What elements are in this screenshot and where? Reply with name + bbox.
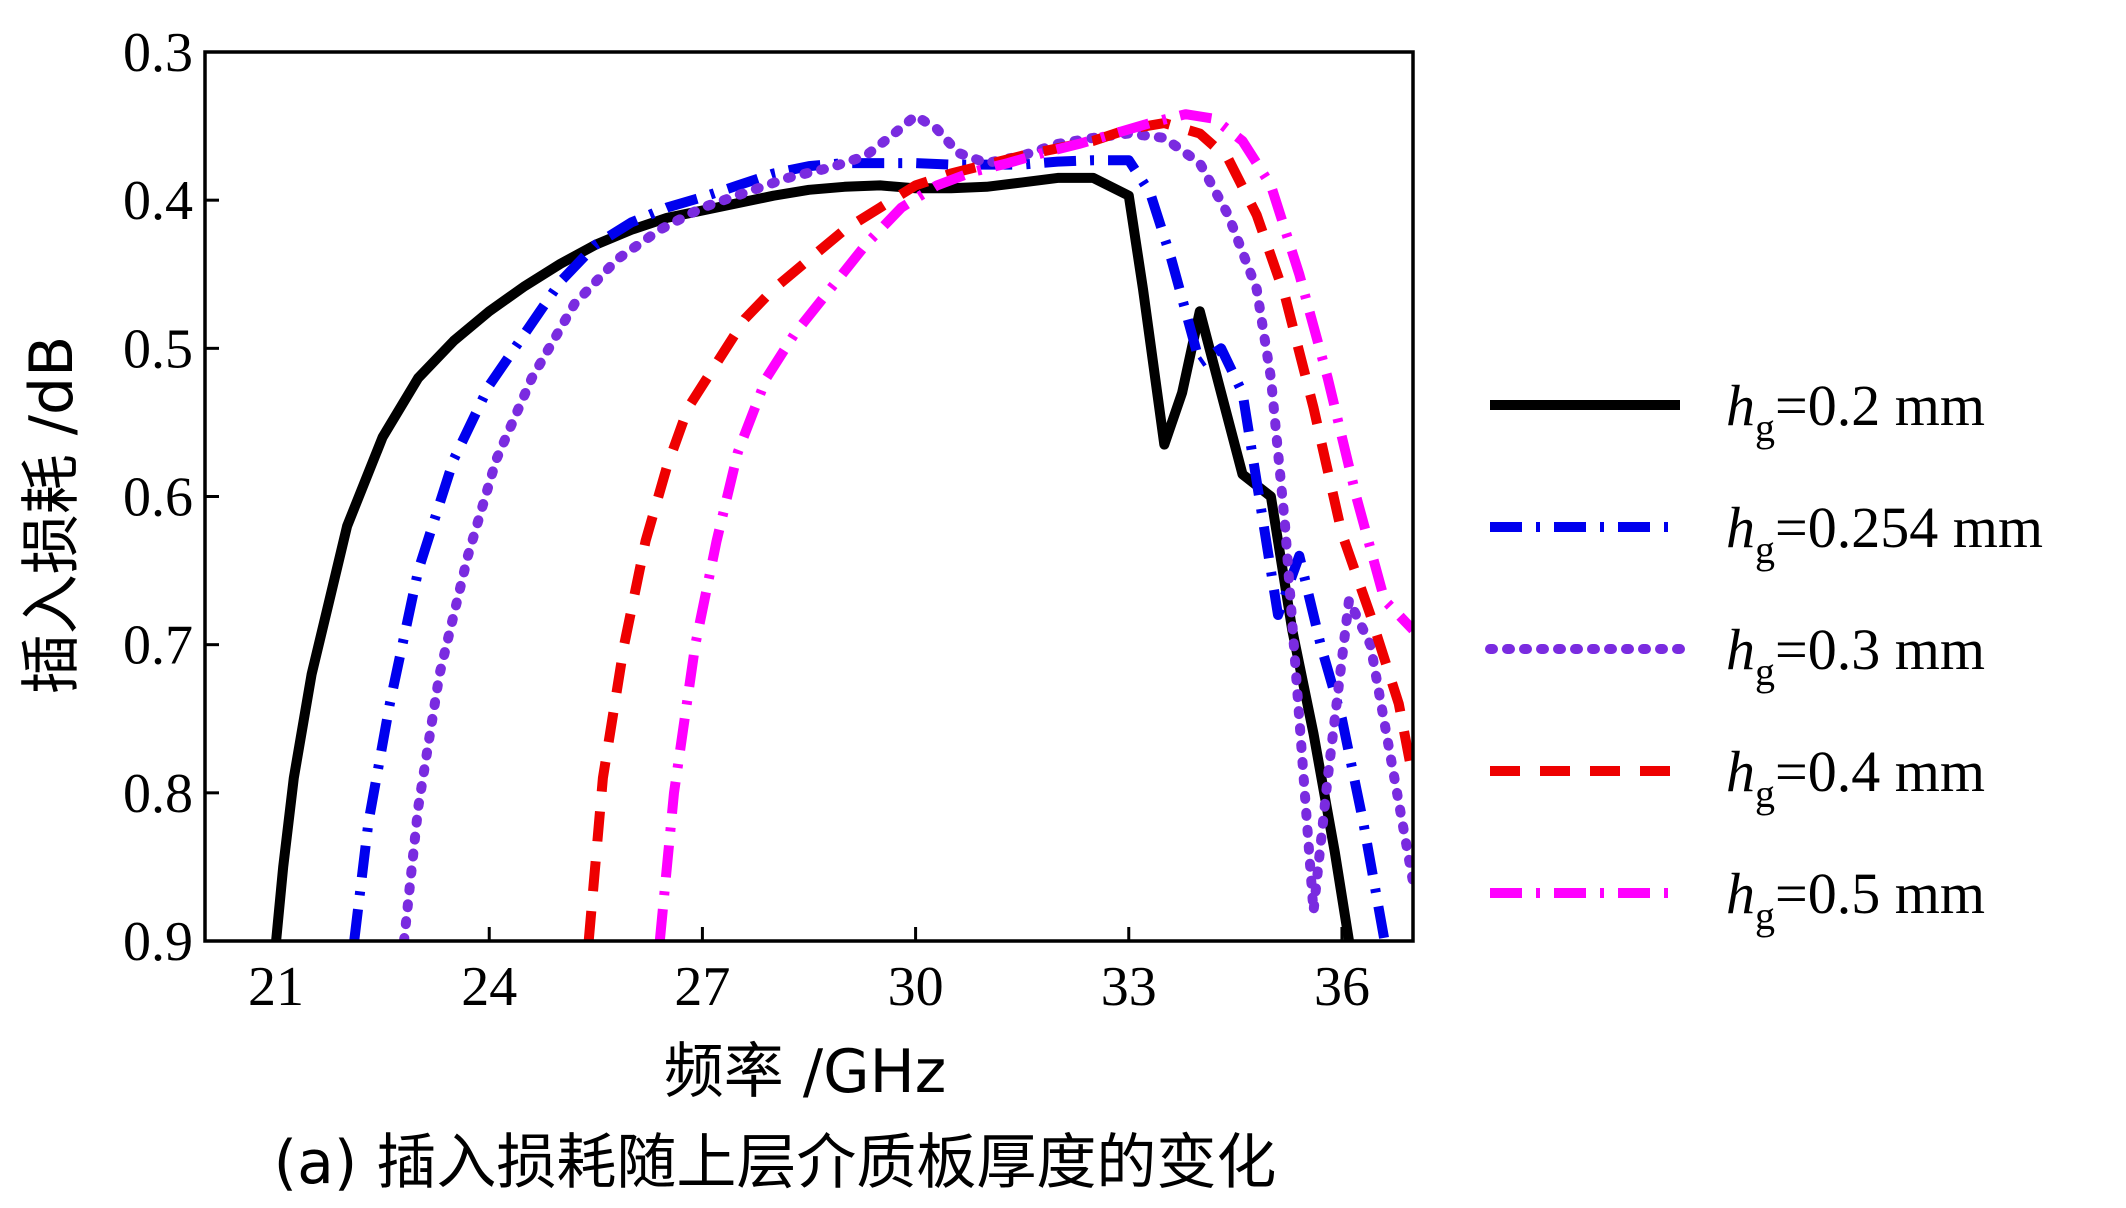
y-tick-label: 0.4 — [123, 170, 193, 232]
series-layer — [271, 109, 1413, 941]
series-line-2 — [399, 110, 1413, 941]
legend-label-4: hg=0.5 mm — [1726, 861, 1985, 938]
series-line-0 — [271, 172, 1354, 941]
y-tick-label: 0.8 — [123, 763, 193, 825]
legend-label-0: hg=0.2 mm — [1726, 373, 1985, 450]
y-axis: 0.3 0.4 0.5 0.6 0.7 0.8 0.9 — [123, 22, 219, 973]
x-tick-label: 24 — [461, 956, 517, 1018]
y-axis-label: 插入损耗 /dB — [17, 336, 87, 695]
series-line-4 — [654, 109, 1413, 941]
x-tick-label: 30 — [888, 956, 944, 1018]
series-line-1 — [349, 155, 1390, 941]
y-tick-label: 0.7 — [123, 615, 193, 677]
x-axis-label: 频率 /GHz — [664, 1037, 946, 1107]
legend-label-3: hg=0.4 mm — [1726, 739, 1985, 816]
x-tick-label: 33 — [1101, 956, 1157, 1018]
x-axis: 21 24 27 30 33 36 — [248, 927, 1370, 1018]
legend-label-1: hg=0.254 mm — [1726, 495, 2043, 572]
y-tick-label: 0.6 — [123, 467, 193, 529]
figure-caption: (a) 插入损耗随上层介质板厚度的变化 — [274, 1128, 1277, 1198]
y-tick-label: 0.9 — [123, 911, 193, 973]
y-tick-label: 0.5 — [123, 318, 193, 380]
x-tick-label: 27 — [674, 956, 730, 1018]
x-tick-label: 21 — [248, 956, 304, 1018]
y-tick-label: 0.3 — [123, 22, 193, 84]
legend-label-2: hg=0.3 mm — [1726, 617, 1985, 694]
legend: hg=0.2 mm hg=0.254 mm hg=0.3 mm hg=0.4 mm hg… — [1485, 373, 2043, 938]
series-line-3 — [583, 118, 1413, 941]
x-tick-label: 36 — [1314, 956, 1370, 1018]
